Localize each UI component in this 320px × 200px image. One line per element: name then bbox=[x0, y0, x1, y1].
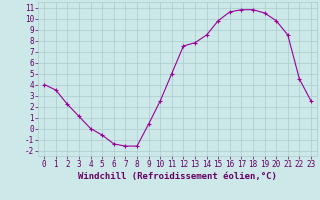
X-axis label: Windchill (Refroidissement éolien,°C): Windchill (Refroidissement éolien,°C) bbox=[78, 172, 277, 181]
